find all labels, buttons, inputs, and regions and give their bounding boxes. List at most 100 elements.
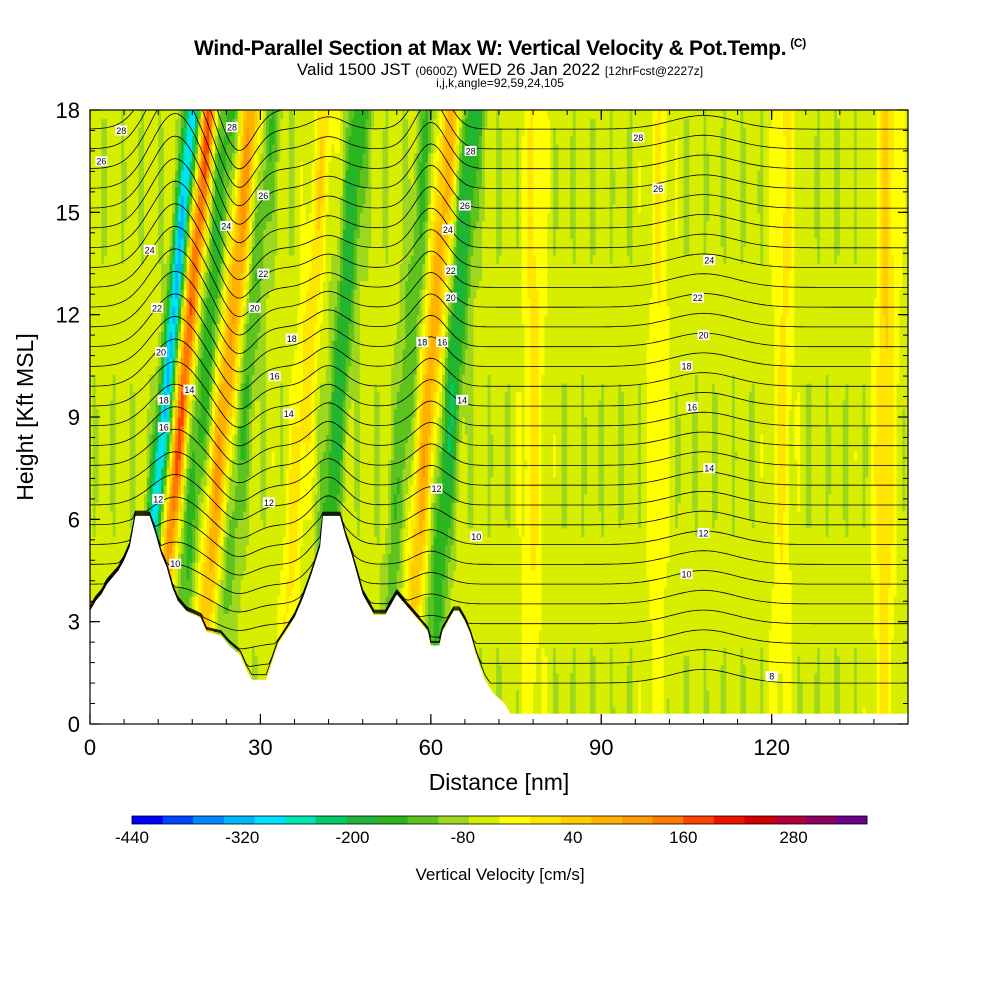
heat-cell [90, 272, 94, 282]
heat-cell [240, 263, 244, 273]
heat-cell [98, 297, 102, 307]
heat-cell [266, 374, 270, 384]
heat-cell [189, 331, 193, 341]
heat-cell [200, 374, 205, 384]
heat-cell [240, 587, 244, 597]
heat-cell [192, 408, 196, 418]
heat-cell [101, 229, 105, 239]
heat-cell [189, 399, 193, 410]
heat-cell [180, 229, 185, 239]
heat-cell [277, 399, 281, 410]
heat-cell [152, 237, 156, 248]
heat-cell [283, 561, 287, 572]
heat-cell [90, 399, 94, 410]
heat-cell [92, 289, 97, 299]
heat-cell [268, 127, 273, 137]
heat-cell [232, 263, 236, 273]
heat-cell [186, 408, 191, 418]
heat-cell [183, 365, 188, 375]
heat-cell [229, 203, 233, 213]
heat-cell [124, 203, 128, 213]
heat-cell [243, 613, 247, 623]
heat-cell [249, 587, 253, 597]
heat-cell [189, 553, 193, 563]
heat-cell [266, 536, 270, 546]
heat-cell [146, 212, 151, 222]
heat-cell [129, 178, 134, 188]
heat-cell [251, 357, 256, 367]
heat-cell [268, 587, 273, 597]
heat-cell [109, 118, 114, 128]
heat-cell [257, 476, 262, 486]
heat-cell [90, 527, 94, 537]
heat-cell [195, 442, 199, 452]
heat-cell [175, 152, 179, 162]
heat-cell [92, 510, 97, 520]
heat-cell [263, 246, 267, 256]
heat-cell [206, 220, 210, 230]
heat-cell [197, 604, 202, 614]
heat-cell [189, 527, 193, 537]
heat-cell [104, 237, 108, 248]
heat-cell [283, 613, 287, 623]
heat-cell [124, 442, 128, 452]
heat-cell [152, 135, 156, 145]
heat-cell [95, 203, 100, 213]
heat-cell [109, 544, 114, 555]
heat-cell [226, 323, 230, 333]
heat-cell [115, 144, 119, 154]
heat-cell [214, 340, 219, 350]
heat-cell [283, 493, 287, 503]
heat-cell [107, 306, 111, 316]
heat-cell [243, 502, 247, 512]
heat-cell [277, 630, 281, 640]
heat-cell [274, 476, 279, 486]
heat-cell [260, 161, 264, 171]
heat-cell [217, 297, 222, 307]
heat-cell [234, 519, 239, 529]
heat-cell [107, 485, 111, 495]
heat-cell [200, 553, 205, 563]
heat-cell [226, 621, 230, 631]
heat-cell [260, 297, 264, 307]
heat-cell [214, 280, 219, 290]
heat-cell [260, 442, 264, 452]
heat-cell [169, 272, 173, 282]
heat-cell [146, 144, 151, 154]
heat-cell [209, 442, 213, 452]
heat-cell [121, 212, 125, 222]
heat-cell [263, 630, 267, 640]
heat-cell [243, 272, 247, 282]
heat-cell [132, 374, 137, 384]
heat-cell [203, 365, 208, 375]
heat-cell [240, 502, 244, 512]
heat-cell [257, 331, 262, 341]
heat-cell [209, 536, 213, 546]
heat-cell [166, 536, 171, 546]
heat-cell [254, 382, 259, 393]
heat-cell [223, 169, 227, 179]
heat-cell [149, 220, 154, 230]
heat-cell [104, 476, 108, 486]
heat-cell [271, 425, 276, 435]
heat-cell [246, 621, 250, 631]
heat-cell [200, 391, 205, 401]
heat-cell [158, 212, 162, 222]
heat-cell [268, 442, 273, 452]
heat-cell [246, 664, 250, 674]
heat-cell [195, 272, 199, 282]
heat-cell [246, 272, 250, 282]
heat-cell [249, 357, 253, 367]
heat-cell [192, 476, 196, 486]
heat-cell [178, 485, 182, 495]
heat-cell [214, 272, 219, 282]
heat-cell [175, 442, 179, 452]
heat-cell [237, 272, 242, 282]
heat-cell [107, 144, 111, 154]
heat-cell [158, 331, 162, 341]
heat-cell [163, 195, 168, 205]
heat-cell [237, 314, 242, 324]
heat-cell [95, 485, 100, 495]
heat-cell [141, 212, 145, 222]
heat-cell [98, 331, 102, 341]
